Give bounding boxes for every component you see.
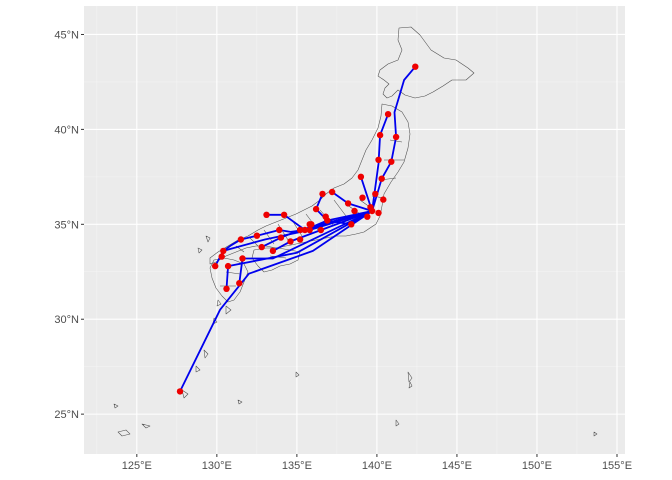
city-point — [368, 207, 376, 215]
city-point — [380, 196, 387, 203]
city-point — [364, 213, 371, 220]
city-point — [359, 194, 366, 201]
y-tick-label: 45°N — [54, 29, 79, 41]
city-point — [392, 133, 400, 141]
hokkaido-outline — [377, 26, 475, 99]
city-point — [236, 280, 243, 287]
major-gridlines — [84, 6, 625, 454]
city-point — [253, 232, 261, 239]
city-point — [306, 226, 313, 234]
axes: 125°E 130°E 135°E 140°E 145°E 150°E 155°E 25°N 3… — [54, 29, 632, 472]
kyushu-outline — [209, 257, 249, 303]
city-point — [277, 234, 285, 241]
city-point — [296, 226, 304, 234]
city-point — [237, 236, 245, 243]
city-point — [301, 226, 309, 234]
japan-land-outline — [113, 26, 598, 437]
city-point — [306, 221, 313, 228]
city-point — [319, 190, 326, 198]
city-point — [296, 236, 304, 243]
city-point — [322, 213, 329, 220]
city-point — [218, 253, 225, 260]
city-point — [258, 243, 265, 251]
city-point — [375, 156, 382, 163]
x-tick-label: 155°E — [602, 460, 632, 472]
city-point — [412, 63, 419, 70]
city-point — [388, 158, 395, 165]
city-point — [317, 226, 325, 234]
city-point — [376, 131, 384, 139]
city-point — [287, 238, 294, 245]
city-point — [263, 211, 270, 218]
x-tick-label: 125°E — [122, 460, 152, 472]
small-islands — [113, 235, 598, 437]
y-tick-label: 25°N — [54, 409, 79, 421]
city-point — [223, 285, 230, 292]
city-point — [375, 209, 382, 217]
route-line — [225, 210, 374, 290]
city-point — [312, 205, 320, 213]
city-point — [384, 111, 392, 118]
route-line — [238, 210, 374, 285]
city-point — [276, 226, 283, 234]
city-point — [357, 173, 365, 180]
minor-gridlines — [84, 6, 625, 454]
city-point — [344, 200, 352, 207]
city-point — [328, 188, 336, 196]
city-point — [176, 388, 184, 395]
honshu-outline — [209, 103, 411, 265]
city-point — [220, 247, 227, 255]
city-point — [239, 255, 246, 262]
city-point — [351, 207, 358, 215]
y-tick-label: 30°N — [54, 314, 79, 326]
x-tick-label: 150°E — [522, 460, 552, 472]
x-tick-label: 140°E — [362, 460, 392, 472]
x-tick-label: 145°E — [442, 460, 472, 472]
city-point — [224, 262, 232, 270]
city-point — [372, 190, 379, 198]
y-tick-label: 40°N — [54, 124, 79, 136]
route-line — [371, 113, 390, 212]
city-point — [212, 262, 219, 270]
x-tick-label: 130°E — [202, 460, 232, 472]
city-point — [280, 211, 288, 218]
y-tick-label: 35°N — [54, 219, 79, 231]
plot-panel-background — [84, 6, 625, 454]
x-tick-label: 135°E — [282, 460, 312, 472]
city-point — [378, 175, 385, 182]
route-line — [179, 210, 374, 393]
city-point — [269, 247, 277, 255]
city-points — [176, 63, 419, 395]
city-point — [348, 221, 355, 228]
